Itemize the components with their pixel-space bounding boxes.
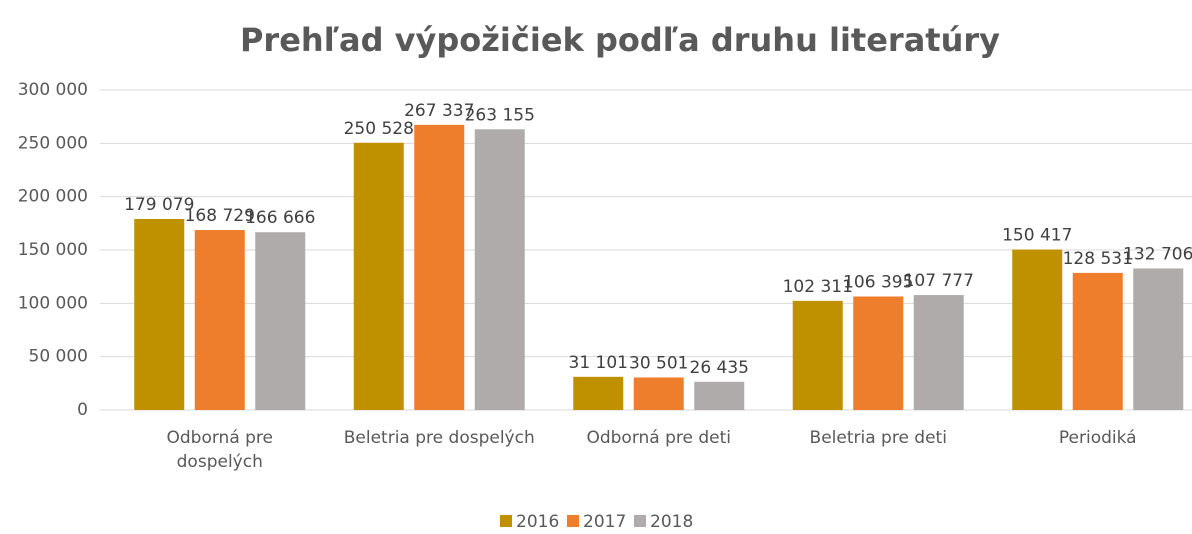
legend-swatch xyxy=(500,515,512,527)
value-label: 128 531 xyxy=(1063,249,1133,269)
y-tick-label: 50 000 xyxy=(29,347,88,367)
y-tick-label: 100 000 xyxy=(18,293,88,313)
x-tick-label-box: Beletria pre dospelých xyxy=(343,428,535,448)
bar xyxy=(913,295,964,410)
bar xyxy=(792,300,843,410)
value-label: 31 101 xyxy=(569,353,628,373)
bar xyxy=(573,376,624,410)
legend-label: 2016 xyxy=(516,512,559,532)
x-tick-label-box: Odborná pre dospelých xyxy=(166,428,273,472)
y-tick-label: 0 xyxy=(77,400,88,420)
x-tick-label: Odborná pre dospelých xyxy=(166,428,273,472)
x-tick-label: Odborná pre deti xyxy=(586,428,732,448)
value-label: 168 729 xyxy=(185,206,255,226)
bar xyxy=(414,124,465,411)
legend-swatch xyxy=(567,515,579,527)
bar xyxy=(353,142,404,410)
legend-swatch xyxy=(634,515,646,527)
value-label: 102 311 xyxy=(783,277,853,297)
y-tick-label: 300 000 xyxy=(18,80,88,100)
bar xyxy=(853,296,904,410)
legend-label: 2017 xyxy=(583,512,626,532)
x-tick-label-box: Periodiká xyxy=(1058,428,1137,448)
legend-label: 2018 xyxy=(650,512,693,532)
bar xyxy=(255,232,306,410)
value-label: 26 435 xyxy=(690,358,749,378)
bar xyxy=(694,381,745,410)
y-tick-label: 150 000 xyxy=(18,240,88,260)
value-label: 106 395 xyxy=(843,273,913,293)
bar xyxy=(194,230,245,410)
value-label: 267 337 xyxy=(404,101,474,121)
bar xyxy=(134,218,185,410)
legend: 2016 2017 2018 xyxy=(500,512,693,532)
bar xyxy=(633,377,684,410)
y-tick-label: 200 000 xyxy=(18,187,88,207)
value-label: 263 155 xyxy=(465,105,535,125)
x-tick-label-box: Odborná pre deti xyxy=(586,428,732,448)
y-tick-label: 250 000 xyxy=(18,133,88,153)
value-label: 166 666 xyxy=(245,208,315,228)
value-label: 132 706 xyxy=(1123,244,1192,264)
x-tick-label: Periodiká xyxy=(1058,428,1137,448)
value-label: 150 417 xyxy=(1002,226,1072,246)
x-tick-label-box: Beletria pre deti xyxy=(809,428,947,448)
chart-title: Prehľad výpožičiek podľa druhu literatúr… xyxy=(240,21,1000,59)
bar xyxy=(474,129,525,410)
x-tick-label: Beletria pre dospelých xyxy=(343,428,535,448)
x-tick-label: Beletria pre deti xyxy=(809,428,947,448)
bar xyxy=(1072,272,1123,410)
value-label: 179 079 xyxy=(124,195,194,215)
value-label: 30 501 xyxy=(629,353,688,373)
value-label: 107 777 xyxy=(904,271,974,291)
bar xyxy=(1012,249,1063,410)
value-label: 250 528 xyxy=(344,119,414,139)
bar xyxy=(1133,268,1184,410)
